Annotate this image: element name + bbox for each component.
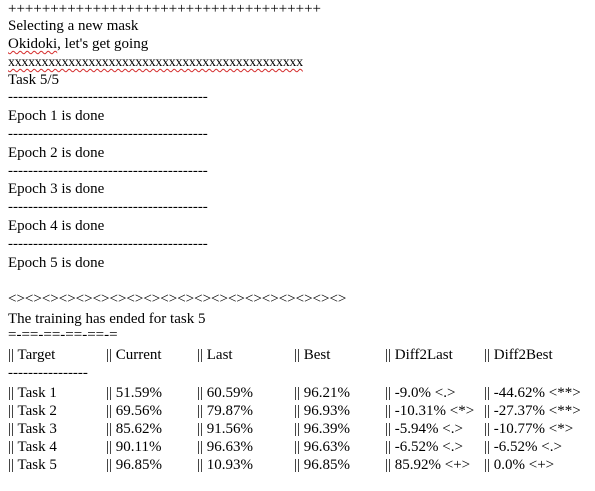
row-target: || Task 1 (8, 385, 57, 401)
row-current: || 85.62% (106, 421, 163, 437)
row-diff2last: || -9.0% <.> (385, 385, 456, 401)
row-last: || 96.63% (197, 439, 254, 455)
dash-divider: ---------------------------------------- (8, 236, 208, 252)
row-current: || 96.85% (106, 457, 163, 473)
row-diff2best: || -10.77% <*> (484, 421, 574, 437)
row-diff2last: || -6.52% <.> (385, 439, 463, 455)
header-current: || Current (106, 347, 162, 363)
okidoki-word: Okidoki (8, 36, 58, 52)
dash-divider: ---------------------------------------- (8, 163, 208, 179)
row-last: || 91.56% (197, 421, 254, 437)
header-last: || Last (197, 347, 233, 363)
epoch-line: Epoch 2 is done (8, 145, 105, 161)
okidoki-rest: , let's get going (57, 36, 149, 52)
task-header: Task 5/5 (8, 72, 60, 88)
row-best: || 96.93% (294, 403, 351, 419)
epoch-line: Epoch 1 is done (8, 108, 105, 124)
row-diff2best: || -6.52% <.> (484, 439, 562, 455)
row-current: || 51.59% (106, 385, 163, 401)
selecting-mask-message: Selecting a new mask (8, 18, 139, 34)
row-last: || 10.93% (197, 457, 254, 473)
row-best: || 96.63% (294, 439, 351, 455)
row-diff2last: || 85.92% <+> (385, 457, 471, 473)
header-diff2best: || Diff2Best (484, 347, 553, 363)
dash-divider: ---------------------------------------- (8, 199, 208, 215)
dash-divider: ---------------------------------------- (8, 126, 208, 142)
row-target: || Task 2 (8, 403, 57, 419)
epoch-line: Epoch 4 is done (8, 218, 105, 234)
row-best: || 96.21% (294, 385, 351, 401)
row-current: || 69.56% (106, 403, 163, 419)
epoch-line: Epoch 5 is done (8, 255, 105, 271)
epoch-line: Epoch 3 is done (8, 181, 105, 197)
x-divider: xxxxxxxxxxxxxxxxxxxxxxxxxxxxxxxxxxxxxxxx… (8, 55, 303, 70)
table-divider: ---------------- (8, 365, 88, 381)
row-diff2last: || -5.94% <.> (385, 421, 463, 437)
row-current: || 90.11% (106, 439, 162, 455)
row-diff2best: || -27.37% <**> (484, 403, 581, 419)
row-diff2best: || -44.62% <**> (484, 385, 581, 401)
okidoki-message: Okidoki, let's get going (8, 35, 148, 53)
dash-divider: ---------------------------------------- (8, 89, 208, 105)
row-diff2best: || 0.0% <+> (484, 457, 555, 473)
row-best: || 96.85% (294, 457, 351, 473)
row-last: || 60.59% (197, 385, 254, 401)
header-best: || Best (294, 347, 331, 363)
header-diff2last: || Diff2Last (385, 347, 453, 363)
row-diff2last: || -10.31% <*> (385, 403, 475, 419)
equals-divider: =-==-==-==-==-= (8, 327, 118, 343)
diamond-divider: <><><><><><><><><><><><><><><><><><><><> (8, 291, 347, 307)
plus-divider: +++++++++++++++++++++++++++++++++++++ (8, 1, 322, 17)
row-target: || Task 3 (8, 421, 57, 437)
row-target: || Task 4 (8, 439, 57, 455)
row-last: || 79.87% (197, 403, 254, 419)
header-target: || Target (8, 347, 56, 363)
training-ended-message: The training has ended for task 5 (8, 311, 206, 327)
row-best: || 96.39% (294, 421, 351, 437)
row-target: || Task 5 (8, 457, 57, 473)
